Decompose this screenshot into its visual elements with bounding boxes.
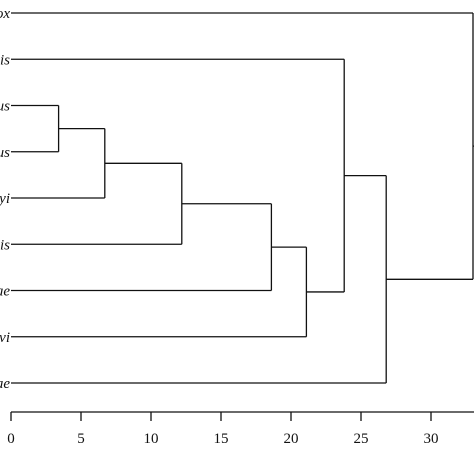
leaf-label-7: vi xyxy=(0,330,10,346)
x-axis: 0 5 10 15 20 25 30 xyxy=(7,411,474,447)
leaf-label-0: ox xyxy=(0,6,10,22)
x-tick-label-0: 0 xyxy=(7,431,15,447)
x-axis-ticks: 0 5 10 15 20 25 30 xyxy=(7,412,439,447)
x-tick-label-2: 10 xyxy=(144,431,159,447)
leaf-label-6: ae xyxy=(0,284,10,300)
x-tick-label-5: 25 xyxy=(354,431,369,447)
leaf-label-8: ae xyxy=(0,376,10,392)
leaf-labels: ox vis us us yi vis ae vi ae xyxy=(0,6,10,392)
dendrogram-branches xyxy=(11,12,474,384)
leaf-label-3: us xyxy=(0,145,10,161)
x-tick-label-6: 30 xyxy=(424,431,439,447)
leaf-label-1: vis xyxy=(0,52,10,68)
leaf-label-2: us xyxy=(0,99,10,115)
leaf-label-4: yi xyxy=(0,191,10,207)
x-tick-label-4: 20 xyxy=(284,431,299,447)
leaf-label-5: vis xyxy=(0,237,10,253)
x-tick-label-1: 5 xyxy=(77,431,85,447)
x-tick-label-3: 15 xyxy=(214,431,229,447)
